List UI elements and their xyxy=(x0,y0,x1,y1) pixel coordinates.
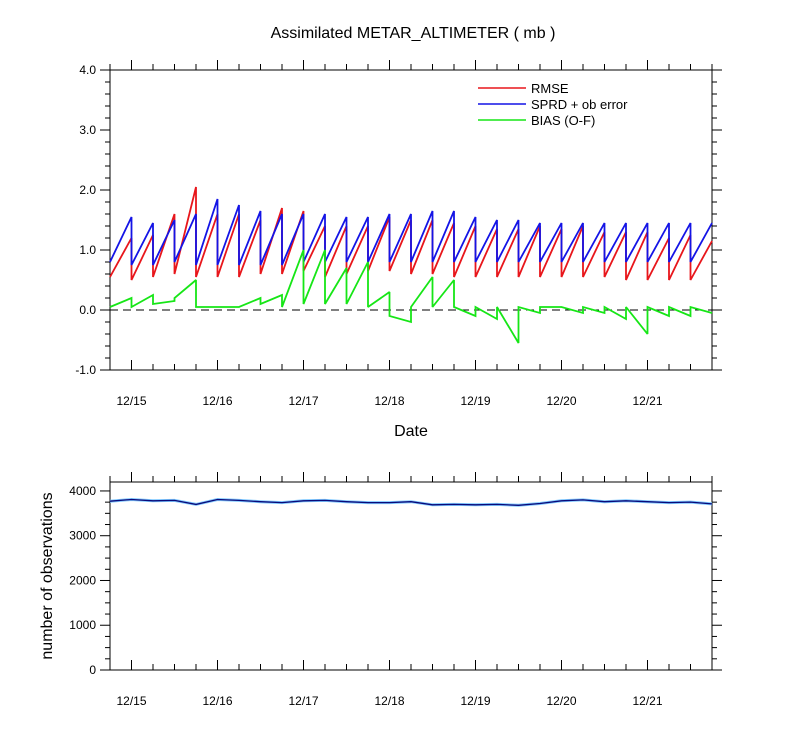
series-line-obs-possible xyxy=(109,498,713,506)
top-series-lines xyxy=(109,186,713,344)
x-tick-label: 12/21 xyxy=(632,394,662,408)
bottom-plot-frame xyxy=(109,481,713,671)
y-tick-label: 1.0 xyxy=(79,243,96,257)
bottom-y-tick-labels: 0 1000 2000 3000 4000 xyxy=(69,484,96,677)
series-line-bias-o-f xyxy=(109,249,713,344)
y-tick-label: 3.0 xyxy=(79,123,96,137)
legend-label-sprd: SPRD + ob error xyxy=(531,97,628,112)
y-tick-label: 1000 xyxy=(69,618,96,632)
x-tick-label: 12/20 xyxy=(546,394,576,408)
y-tick-label: 4000 xyxy=(69,484,96,498)
bottom-x-tick-labels: 12/15 12/16 12/17 12/18 12/19 12/20 12/21 xyxy=(116,694,662,708)
x-tick-label: 12/18 xyxy=(374,394,404,408)
x-tick-label: 12/19 xyxy=(460,694,490,708)
x-tick-label: 12/18 xyxy=(374,694,404,708)
legend: RMSE SPRD + ob error BIAS (O-F) xyxy=(478,81,628,128)
x-tick-label: 12/15 xyxy=(116,694,146,708)
y-tick-label: 2000 xyxy=(69,573,96,587)
y-tick-label: 2.0 xyxy=(79,183,96,197)
series-line-sprd-ob-error xyxy=(109,198,713,266)
y-tick-label: 4.0 xyxy=(79,63,96,77)
top-x-tick-labels: 12/15 12/16 12/17 12/18 12/19 12/20 12/21 xyxy=(116,394,662,408)
top-y-tick-labels: -1.0 0.0 1.0 2.0 3.0 4.0 xyxy=(75,63,96,377)
x-tick-label: 12/19 xyxy=(460,394,490,408)
top-axis-ticks xyxy=(100,60,722,371)
x-tick-label: 12/16 xyxy=(202,694,232,708)
y-tick-label: 0.0 xyxy=(79,303,96,317)
x-tick-label: 12/20 xyxy=(546,694,576,708)
chart-title: Assimilated METAR_ALTIMETER ( mb ) xyxy=(271,25,556,42)
y-tick-label: -1.0 xyxy=(75,363,96,377)
bottom-axis-ticks xyxy=(100,472,722,671)
x-axis-label: Date xyxy=(394,423,428,440)
y-axis-label: number of observations xyxy=(39,492,56,659)
legend-label-bias: BIAS (O-F) xyxy=(531,113,595,128)
y-tick-label: 3000 xyxy=(69,529,96,543)
x-tick-label: 12/17 xyxy=(288,694,318,708)
bottom-series-lines xyxy=(109,497,713,507)
x-tick-label: 12/17 xyxy=(288,394,318,408)
x-tick-label: 12/21 xyxy=(632,694,662,708)
x-tick-label: 12/15 xyxy=(116,394,146,408)
x-tick-label: 12/16 xyxy=(202,394,232,408)
y-tick-label: 0 xyxy=(89,663,96,677)
legend-label-rmse: RMSE xyxy=(531,81,569,96)
